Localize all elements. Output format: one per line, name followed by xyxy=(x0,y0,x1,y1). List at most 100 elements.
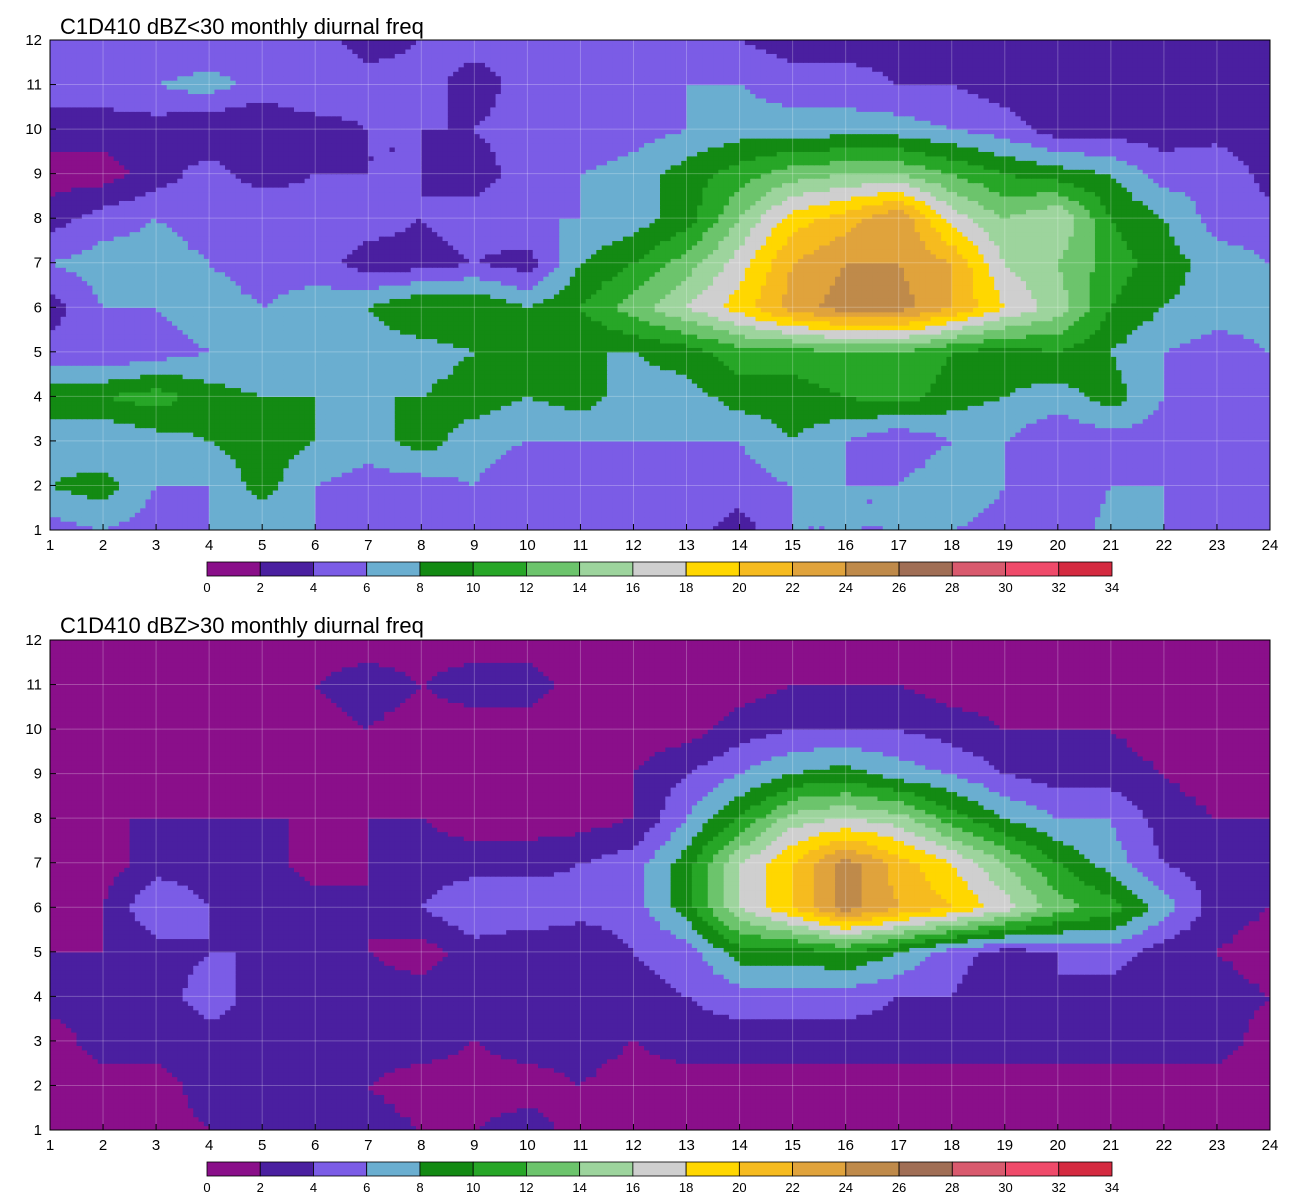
contour-cell xyxy=(739,521,746,527)
contour-cell xyxy=(835,432,841,438)
contour-cell xyxy=(1079,463,1085,469)
contour-cell xyxy=(856,440,863,446)
contour-cell xyxy=(288,503,295,509)
contour-cell xyxy=(331,467,338,473)
contour-cell xyxy=(670,467,677,473)
contour-cell xyxy=(453,454,460,460)
contour-cell xyxy=(850,472,857,478)
contour-cell xyxy=(1174,467,1181,473)
contour-cell xyxy=(484,445,491,451)
contour-cell xyxy=(718,436,725,442)
contour-cell xyxy=(1227,440,1234,446)
contour-cell xyxy=(214,458,221,464)
contour-cell xyxy=(845,436,852,442)
contour-cell xyxy=(553,436,560,442)
contour-cell xyxy=(1052,512,1059,518)
contour-cell xyxy=(1243,436,1250,442)
contour-cell xyxy=(55,445,62,451)
contour-cell xyxy=(495,436,502,442)
contour-cell xyxy=(654,454,661,460)
contour-cell xyxy=(1259,489,1266,495)
contour-cell xyxy=(134,472,141,478)
contour-cell xyxy=(113,445,120,451)
contour-cell xyxy=(336,436,343,442)
contour-cell xyxy=(919,458,926,464)
contour-cell xyxy=(946,445,953,451)
contour-cell xyxy=(458,481,465,487)
contour-cell xyxy=(506,525,513,530)
contour-cell xyxy=(813,472,820,478)
contour-cell xyxy=(262,436,269,442)
contour-cell xyxy=(421,454,428,460)
contour-cell xyxy=(813,432,820,438)
contour-cell xyxy=(352,445,359,451)
contour-cell xyxy=(893,485,900,491)
contour-cell xyxy=(1163,494,1170,500)
contour-cell xyxy=(490,516,497,522)
contour-cell xyxy=(1132,445,1138,451)
contour-cell xyxy=(707,467,714,473)
contour-cell xyxy=(1248,472,1255,478)
contour-cell xyxy=(516,463,523,469)
contour-cell xyxy=(166,463,173,469)
contour-cell xyxy=(1190,507,1197,513)
contour-cell xyxy=(580,525,587,530)
contour-cell xyxy=(585,494,592,500)
contour-cell xyxy=(453,436,460,442)
contour-cell xyxy=(283,494,290,500)
contour-cell xyxy=(315,498,322,504)
contour-cell xyxy=(766,445,772,451)
contour-cell xyxy=(898,516,905,522)
contour-cell xyxy=(1174,521,1181,527)
contour-cell xyxy=(87,472,94,478)
contour-cell xyxy=(320,498,327,504)
contour-cell xyxy=(129,494,136,500)
contour-cell xyxy=(665,476,672,482)
contour-cell xyxy=(665,436,672,442)
contour-cell xyxy=(606,516,613,522)
contour-cell xyxy=(1248,485,1255,491)
contour-cell xyxy=(1148,445,1154,451)
contour-cell xyxy=(898,476,905,482)
contour-cell xyxy=(1153,516,1160,522)
contour-cell xyxy=(983,454,990,460)
contour-cell xyxy=(946,463,953,469)
contour-cell xyxy=(972,467,979,473)
contour-cell xyxy=(766,512,772,518)
contour-cell xyxy=(283,507,290,513)
contour-cell xyxy=(739,467,746,473)
contour-cell xyxy=(1036,485,1043,491)
contour-cell xyxy=(1254,472,1260,478)
contour-cell xyxy=(606,489,613,495)
contour-cell xyxy=(1010,485,1016,491)
contour-cell xyxy=(649,516,656,522)
contour-cell xyxy=(824,458,831,464)
contour-cell xyxy=(400,467,406,473)
contour-cell xyxy=(1031,503,1038,509)
contour-cell xyxy=(739,503,746,509)
contour-cell xyxy=(1057,512,1064,518)
contour-cell xyxy=(1179,521,1186,527)
contour-cell xyxy=(378,436,385,442)
contour-cell xyxy=(1222,521,1229,527)
contour-cell xyxy=(1169,507,1176,513)
contour-cell xyxy=(325,516,332,522)
contour-cell xyxy=(654,489,661,495)
contour-cell xyxy=(1089,458,1096,464)
contour-cell xyxy=(702,503,709,509)
contour-cell xyxy=(405,472,412,478)
contour-cell xyxy=(962,458,969,464)
contour-cell xyxy=(978,467,985,473)
contour-cell xyxy=(267,440,274,446)
contour-cell xyxy=(819,449,826,455)
contour-cell xyxy=(755,485,762,491)
contour-cell xyxy=(909,476,916,482)
contour-cell xyxy=(1068,445,1075,451)
contour-cell xyxy=(1185,454,1192,460)
contour-cell xyxy=(394,440,401,446)
contour-cell xyxy=(1084,512,1091,518)
contour-cell xyxy=(1121,454,1128,460)
contour-cell xyxy=(972,485,979,491)
contour-cell xyxy=(304,494,311,500)
contour-cell xyxy=(500,440,507,446)
